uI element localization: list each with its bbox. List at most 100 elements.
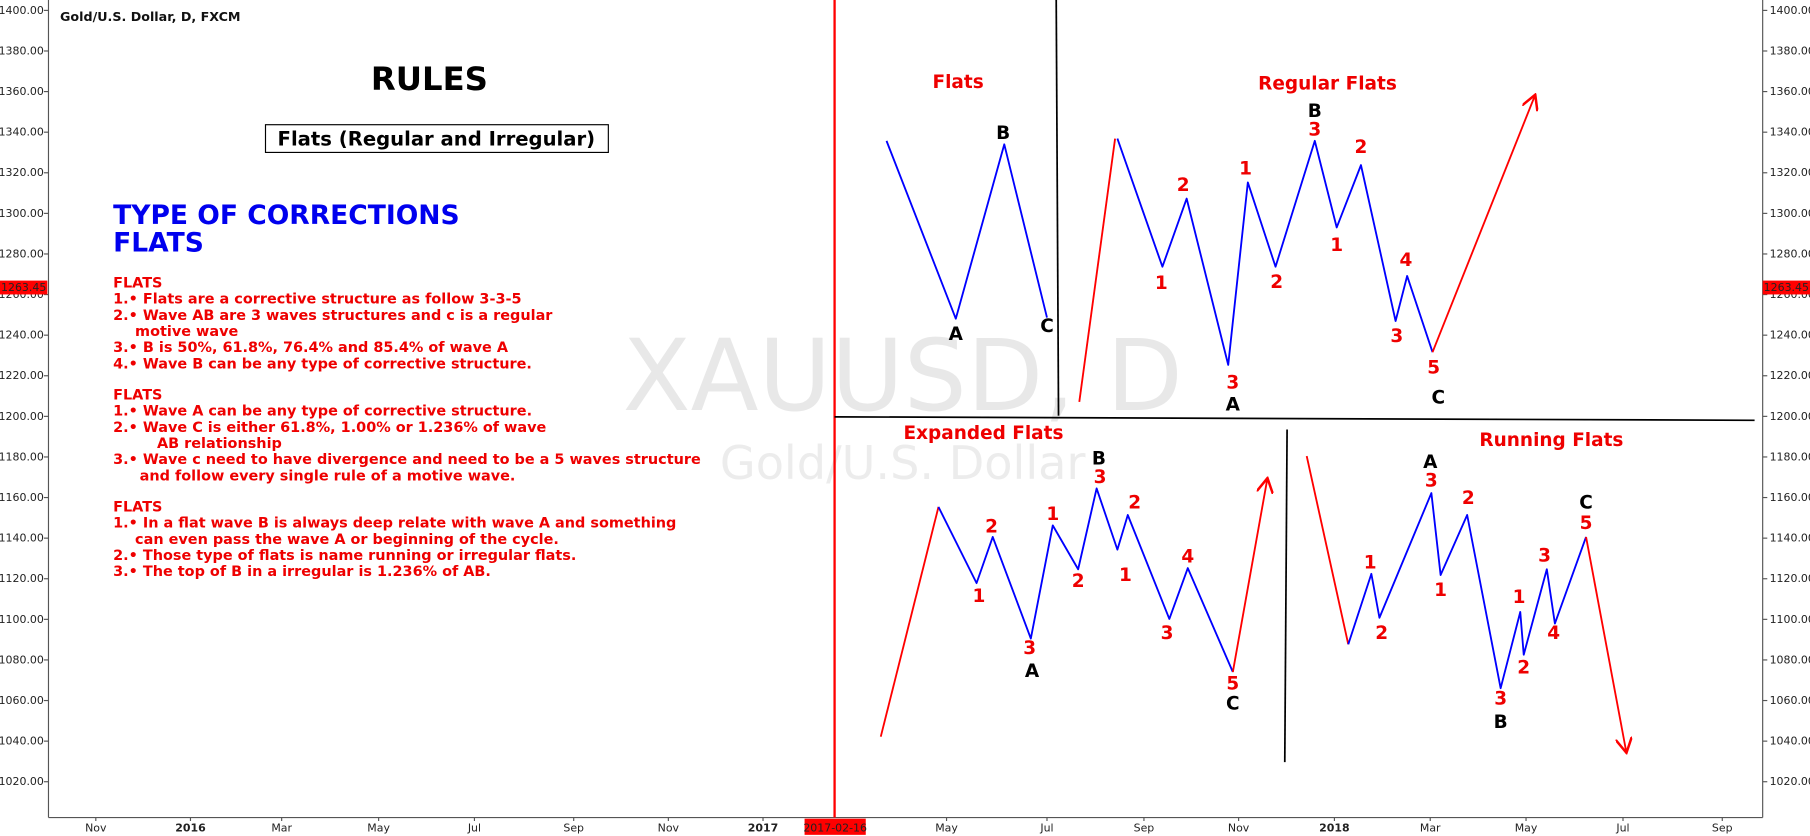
- wave-label: C: [1226, 693, 1240, 714]
- wave-line: [885, 140, 1048, 320]
- wave-label: 3: [1494, 689, 1507, 710]
- wave-label: A: [1423, 452, 1438, 473]
- wave-label: 1: [1364, 552, 1377, 573]
- current-price: 1263.45: [1, 281, 46, 294]
- wave-label: 4: [1547, 623, 1560, 644]
- watermark-name: Gold/U.S. Dollar: [720, 436, 1086, 490]
- wave-label: 2: [1270, 272, 1283, 293]
- wave-line: [1078, 138, 1117, 402]
- wave-arrow: [1231, 478, 1268, 673]
- time-label: Nov: [85, 821, 107, 834]
- rule-line: 3.• The top of B in a irregular is 1.236…: [113, 564, 491, 580]
- wave-arrow: [1431, 95, 1536, 353]
- section-title: Expanded Flats: [904, 423, 1064, 444]
- rule-line: motive wave: [135, 324, 238, 340]
- current-price-box: [1762, 280, 1810, 295]
- rule-line: AB relationship: [157, 436, 282, 452]
- price-label: 1220.00: [1770, 369, 1810, 382]
- axes: 1400.00 1400.00 1380.00 1380.00 1360.00 1360.…: [0, 4, 1810, 835]
- price-label: 1400.00: [1770, 4, 1810, 17]
- wave-label: 2: [1462, 488, 1475, 509]
- price-label: 1360.00: [1770, 85, 1810, 98]
- wave-line: [937, 487, 1234, 673]
- rules-subtitle: Flats (Regular and Irregular): [278, 127, 596, 150]
- wave-label: 2: [1375, 623, 1388, 644]
- price-label: 1380.00: [1770, 44, 1810, 57]
- heading: TYPE OF CORRECTIONS: [113, 200, 460, 231]
- price-label: 1240.00: [0, 329, 44, 342]
- wave-label: B: [1308, 101, 1322, 122]
- wave-label: 2: [1128, 492, 1141, 513]
- wave-label: A: [1226, 394, 1241, 415]
- divider: [1283, 429, 1288, 763]
- wave-label: 1: [1046, 504, 1059, 525]
- rule-line: and follow every single rule of a motive…: [140, 468, 516, 484]
- watermark-symbol: XAUUSD, D: [623, 319, 1183, 434]
- wave-line: [1347, 492, 1587, 690]
- wave-label: 2: [1177, 175, 1190, 196]
- price-label: 1240.00: [1770, 329, 1810, 342]
- wave-label: 1: [972, 586, 985, 607]
- price-label: 1380.00: [0, 44, 44, 57]
- price-label: 1060.00: [0, 694, 44, 707]
- current-price-box: [0, 280, 48, 295]
- wave-label: 1: [1434, 580, 1447, 601]
- price-label: 1200.00: [0, 410, 44, 423]
- rule-line: 3.• B is 50%, 61.8%, 76.4% and 85.4% of …: [113, 340, 509, 356]
- price-label: 1280.00: [0, 247, 44, 260]
- wave-label: C: [1432, 387, 1446, 408]
- price-label: 1100.00: [0, 613, 44, 626]
- wave-label: 1: [1239, 159, 1252, 180]
- section-title: Regular Flats: [1258, 73, 1397, 94]
- heading: FLATS: [113, 228, 204, 259]
- time-label: Mar: [271, 821, 292, 834]
- time-label: Sep: [1134, 821, 1155, 834]
- wave-line: [1116, 138, 1434, 366]
- price-label: 1040.00: [0, 735, 44, 748]
- wave-label: 4: [1181, 547, 1194, 568]
- price-label: 1080.00: [1770, 653, 1810, 666]
- wave-label: A: [1025, 661, 1040, 682]
- wave-label: 3: [1161, 623, 1174, 644]
- rule-line: 1.• Flats are a corrective structure as …: [113, 292, 521, 308]
- wave-label: 3: [1425, 471, 1438, 492]
- rule-line: 2.• Wave C is either 61.8%, 1.00% or 1.2…: [113, 420, 546, 436]
- price-label: 1040.00: [1770, 735, 1810, 748]
- wave-label: C: [1579, 492, 1593, 513]
- time-label: May: [367, 821, 390, 834]
- price-label: 1220.00: [0, 369, 44, 382]
- wave-label: 3: [1538, 546, 1551, 567]
- price-label: 1060.00: [1770, 694, 1810, 707]
- rule-line: FLATS: [113, 500, 162, 516]
- time-label: Nov: [1228, 821, 1250, 834]
- price-label: 1360.00: [0, 85, 44, 98]
- price-label: 1160.00: [0, 491, 44, 504]
- time-label: Mar: [1420, 821, 1441, 834]
- wave-label: 3: [1308, 119, 1321, 140]
- wave-label: 1: [1513, 587, 1526, 608]
- rule-line: 3.• Wave c need to have divergence and n…: [113, 452, 701, 468]
- wave-label: 3: [1094, 467, 1107, 488]
- price-label: 1200.00: [1770, 410, 1810, 423]
- time-label: Jul: [1615, 821, 1629, 834]
- wave-label: A: [949, 324, 964, 345]
- time-marker-box: [804, 818, 866, 835]
- wave-label: B: [1092, 449, 1106, 470]
- time-label: Jul: [467, 821, 481, 834]
- time-label: May: [1515, 821, 1538, 834]
- wave-label: 2: [1517, 658, 1530, 679]
- current-price: 1263.45: [1764, 281, 1809, 294]
- wave-label: B: [1494, 712, 1508, 733]
- time-label: 2017: [748, 821, 778, 834]
- wave-label: 3: [1023, 638, 1036, 659]
- price-label: 1120.00: [1770, 572, 1810, 585]
- wave-label: 4: [1400, 250, 1413, 271]
- price-label: 1180.00: [1770, 450, 1810, 463]
- time-label: 2018: [1319, 821, 1349, 834]
- rule-line: 2.• Those type of flats is name running …: [113, 548, 576, 564]
- wave-label: C: [1040, 316, 1054, 337]
- rules-text: FLATS 1.• Flats are a corrective structur…: [113, 276, 701, 581]
- rule-line: 4.• Wave B can be any type of corrective…: [113, 356, 532, 372]
